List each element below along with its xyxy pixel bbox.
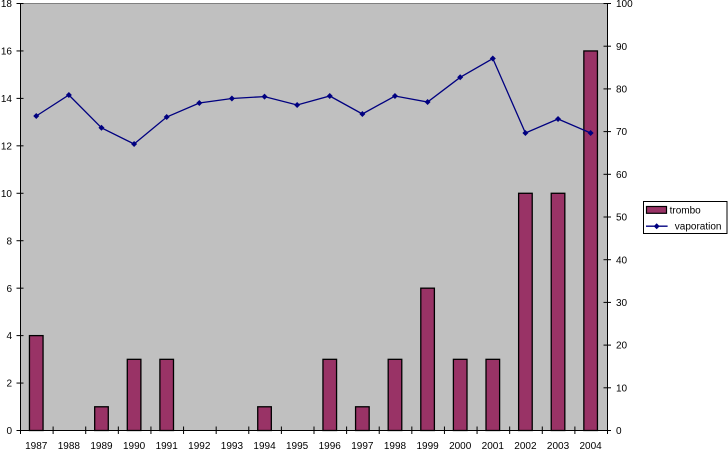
- svg-text:trombo: trombo: [670, 205, 702, 216]
- svg-text:16: 16: [1, 47, 13, 58]
- svg-text:50: 50: [616, 213, 628, 224]
- svg-text:0: 0: [616, 426, 622, 437]
- svg-text:1991: 1991: [156, 441, 179, 452]
- svg-text:1987: 1987: [25, 441, 48, 452]
- svg-text:10: 10: [616, 383, 628, 394]
- svg-text:1992: 1992: [188, 441, 211, 452]
- svg-text:1998: 1998: [384, 441, 407, 452]
- svg-text:1996: 1996: [319, 441, 342, 452]
- svg-text:1997: 1997: [351, 441, 374, 452]
- svg-text:0: 0: [6, 426, 12, 437]
- svg-text:8: 8: [6, 236, 12, 247]
- svg-text:2002: 2002: [514, 441, 537, 452]
- svg-text:10: 10: [1, 189, 13, 200]
- svg-text:1995: 1995: [286, 441, 309, 452]
- svg-text:1994: 1994: [253, 441, 276, 452]
- svg-text:60: 60: [616, 170, 628, 181]
- svg-text:100: 100: [616, 0, 633, 10]
- svg-text:14: 14: [1, 94, 13, 105]
- svg-text:40: 40: [616, 255, 628, 266]
- svg-text:1990: 1990: [123, 441, 146, 452]
- svg-text:2004: 2004: [580, 441, 603, 452]
- svg-text:4: 4: [6, 331, 12, 342]
- svg-text:20: 20: [616, 341, 628, 352]
- svg-text:30: 30: [616, 298, 628, 309]
- svg-text:vaporation: vaporation: [675, 221, 722, 232]
- svg-text:2003: 2003: [547, 441, 570, 452]
- svg-text:12: 12: [1, 141, 13, 152]
- svg-text:18: 18: [1, 0, 13, 10]
- svg-text:2001: 2001: [482, 441, 505, 452]
- svg-text:90: 90: [616, 42, 628, 53]
- svg-text:70: 70: [616, 127, 628, 138]
- svg-text:1989: 1989: [90, 441, 113, 452]
- svg-text:2000: 2000: [449, 441, 472, 452]
- svg-text:2: 2: [6, 379, 12, 390]
- svg-text:6: 6: [6, 284, 12, 295]
- svg-text:1993: 1993: [221, 441, 244, 452]
- svg-text:1999: 1999: [416, 441, 439, 452]
- svg-text:80: 80: [616, 85, 628, 96]
- svg-text:1988: 1988: [58, 441, 81, 452]
